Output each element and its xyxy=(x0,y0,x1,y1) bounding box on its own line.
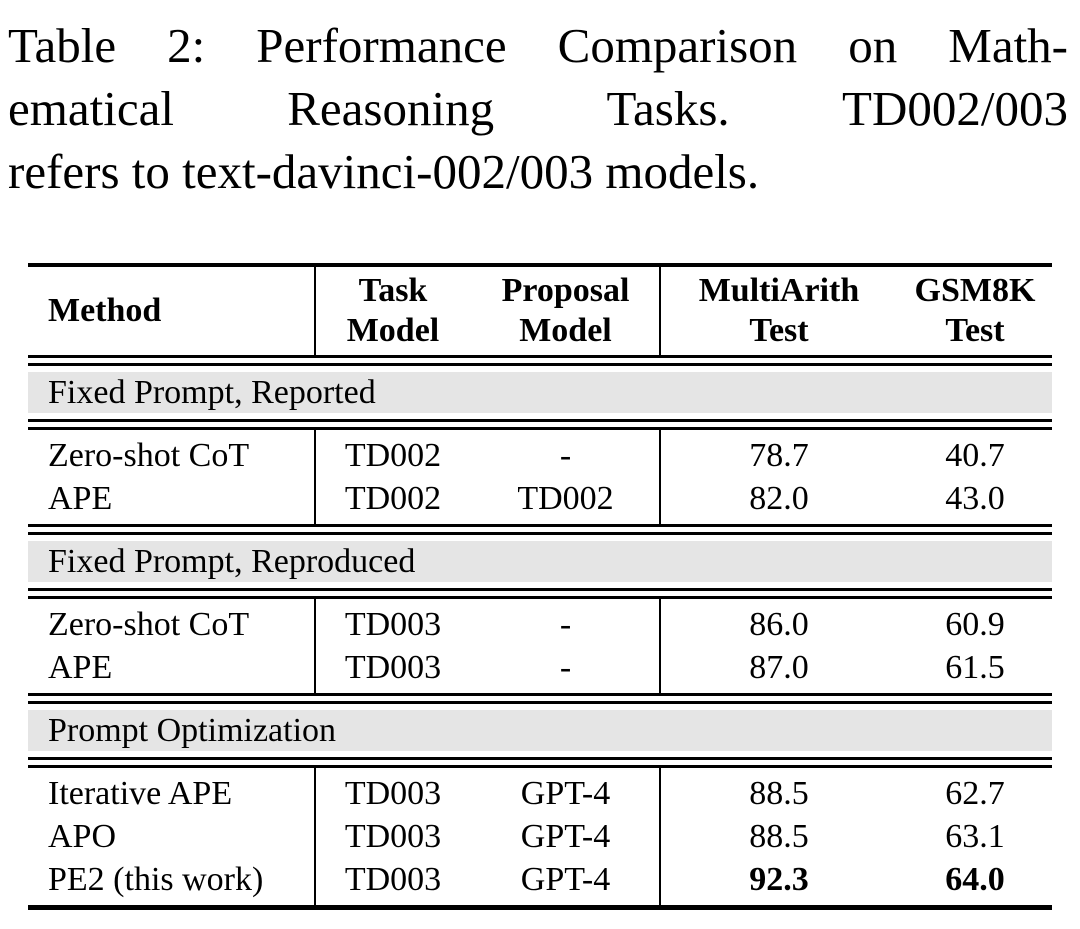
horizontal-rule xyxy=(28,355,1052,366)
section-rows: Iterative APE TD003 GPT-4 88.5 62.7 APO … xyxy=(28,768,1052,905)
horizontal-rule-bottom xyxy=(28,905,1052,910)
section-title: Prompt Optimization xyxy=(48,711,337,749)
cell-task-model: TD003 xyxy=(344,861,442,898)
header-line: MultiArith xyxy=(698,272,860,309)
cell-gsm8k: 43.0 xyxy=(945,480,1005,517)
cell-method: PE2 (this work) xyxy=(48,861,264,898)
horizontal-rule xyxy=(28,757,1052,768)
table-row: APO TD003 GPT-4 88.5 63.1 xyxy=(28,815,1052,858)
column-rule xyxy=(314,599,316,693)
cell-proposal-model: GPT-4 xyxy=(520,818,611,855)
cell-multiarith: 88.5 xyxy=(749,775,809,812)
cell-multiarith-best: 92.3 xyxy=(749,861,809,898)
column-rule xyxy=(314,768,316,905)
spacer xyxy=(28,704,1052,710)
header-line: Model xyxy=(346,312,440,349)
section-rows: Zero-shot CoT TD002 - 78.7 40.7 APE TD00… xyxy=(28,430,1052,524)
column-header-gsm8k-test: GSM8K Test xyxy=(898,271,1052,351)
section-title: Fixed Prompt, Reported xyxy=(48,373,376,411)
column-rule xyxy=(659,599,661,693)
table-row: APE TD002 TD002 82.0 43.0 xyxy=(28,477,1052,520)
cell-proposal-model: - xyxy=(559,649,572,686)
header-line: Model xyxy=(519,312,612,349)
horizontal-rule xyxy=(28,524,1052,535)
cell-method: APE xyxy=(48,649,113,686)
section-header-prompt-optimization: Prompt Optimization xyxy=(28,710,1052,751)
cell-task-model: TD003 xyxy=(344,606,442,643)
horizontal-rule xyxy=(28,419,1052,430)
header-line: GSM8K xyxy=(914,272,1036,309)
section-rows: Zero-shot CoT TD003 - 86.0 60.9 APE TD00… xyxy=(28,599,1052,693)
table-header-row: Method Task Model Proposal Model MultiAr… xyxy=(28,267,1052,355)
cell-gsm8k: 61.5 xyxy=(945,649,1005,686)
cell-proposal-model: GPT-4 xyxy=(520,861,611,898)
spacer xyxy=(28,535,1052,541)
cell-proposal-model: TD002 xyxy=(517,480,614,517)
column-rule xyxy=(314,267,316,355)
cell-task-model: TD002 xyxy=(344,437,442,474)
caption-line: refers to text-davinci-002/003 models. xyxy=(8,144,760,199)
cell-gsm8k: 40.7 xyxy=(945,437,1005,474)
table-caption: Table 2: Performance Comparison on Math-… xyxy=(8,14,1068,203)
cell-gsm8k: 63.1 xyxy=(945,818,1005,855)
horizontal-rule xyxy=(28,588,1052,599)
section-header-fixed-prompt-reported: Fixed Prompt, Reported xyxy=(28,372,1052,413)
cell-task-model: TD003 xyxy=(344,649,442,686)
cell-multiarith: 88.5 xyxy=(749,818,809,855)
cell-method: APE xyxy=(48,480,113,517)
cell-proposal-model: GPT-4 xyxy=(520,775,611,812)
caption-line: Table 2: Performance Comparison on Math- xyxy=(8,18,1068,73)
cell-gsm8k: 60.9 xyxy=(945,606,1005,643)
column-header-task-model: Task Model xyxy=(315,271,471,351)
cell-multiarith: 78.7 xyxy=(749,437,809,474)
horizontal-rule-top xyxy=(28,263,1052,267)
cell-gsm8k: 62.7 xyxy=(945,775,1005,812)
cell-multiarith: 86.0 xyxy=(749,606,809,643)
cell-method: Zero-shot CoT xyxy=(48,606,250,643)
header-line: Proposal xyxy=(501,272,630,309)
cell-task-model: TD003 xyxy=(344,775,442,812)
cell-method: APO xyxy=(48,818,117,855)
cell-multiarith: 87.0 xyxy=(749,649,809,686)
spacer xyxy=(28,582,1052,588)
column-header-multiarith-test: MultiArith Test xyxy=(660,271,898,351)
cell-gsm8k-best: 64.0 xyxy=(945,861,1005,898)
results-table: Method Task Model Proposal Model MultiAr… xyxy=(28,263,1052,910)
section-title: Fixed Prompt, Reproduced xyxy=(48,542,416,580)
cell-method: Iterative APE xyxy=(48,775,233,812)
caption-line: ematical Reasoning Tasks. TD002/003 xyxy=(8,81,1068,136)
header-line: Task xyxy=(358,272,428,309)
cell-multiarith: 82.0 xyxy=(749,480,809,517)
column-rule xyxy=(659,430,661,524)
column-rule xyxy=(314,430,316,524)
spacer xyxy=(28,366,1052,372)
table-row: Iterative APE TD003 GPT-4 88.5 62.7 xyxy=(28,772,1052,815)
column-header-proposal-model: Proposal Model xyxy=(471,271,660,351)
cell-task-model: TD002 xyxy=(344,480,442,517)
column-rule xyxy=(659,267,661,355)
table-row: Zero-shot CoT TD003 - 86.0 60.9 xyxy=(28,603,1052,646)
cell-method: Zero-shot CoT xyxy=(48,437,250,474)
horizontal-rule xyxy=(28,693,1052,704)
table-row: PE2 (this work) TD003 GPT-4 92.3 64.0 xyxy=(28,858,1052,901)
header-line: Method xyxy=(48,292,162,329)
spacer xyxy=(28,751,1052,757)
table-row: Zero-shot CoT TD002 - 78.7 40.7 xyxy=(28,434,1052,477)
column-rule xyxy=(659,768,661,905)
header-line: Test xyxy=(945,312,1005,349)
cell-proposal-model: - xyxy=(559,606,572,643)
cell-proposal-model: - xyxy=(559,437,572,474)
column-header-method: Method xyxy=(28,271,315,351)
section-header-fixed-prompt-reproduced: Fixed Prompt, Reproduced xyxy=(28,541,1052,582)
spacer xyxy=(28,413,1052,419)
cell-task-model: TD003 xyxy=(344,818,442,855)
header-line: Test xyxy=(749,312,809,349)
table-row: APE TD003 - 87.0 61.5 xyxy=(28,646,1052,689)
